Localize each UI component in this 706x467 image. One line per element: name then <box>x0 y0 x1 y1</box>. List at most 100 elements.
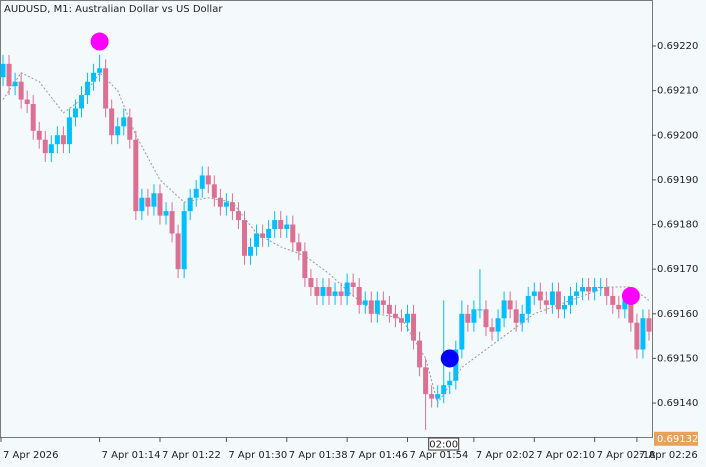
candle-body <box>549 291 555 305</box>
candle-body <box>417 340 423 368</box>
candle-body <box>91 72 97 82</box>
candle-body <box>42 139 48 154</box>
x-tick-label: 7 Apr 01:30 <box>228 450 287 461</box>
candle-body <box>447 380 453 386</box>
candle-body <box>48 144 54 154</box>
x-tick-label: 7 Apr 01:46 <box>349 450 408 461</box>
candle-body <box>36 130 42 140</box>
candle-body <box>465 313 471 323</box>
candle-body <box>519 313 525 323</box>
candle-body <box>181 211 187 270</box>
candle-body <box>411 313 417 341</box>
y-tick-label: 0.69180 <box>657 220 698 231</box>
candle-body <box>308 278 314 288</box>
candle-body <box>561 304 567 310</box>
candle-body <box>235 211 241 221</box>
candle-body <box>441 385 447 395</box>
candle-body <box>60 135 66 145</box>
candle-body <box>471 309 477 323</box>
candle-body <box>97 68 103 73</box>
candle-body <box>127 117 133 140</box>
candle-body <box>278 220 284 229</box>
candle-body <box>320 287 326 296</box>
candle-body <box>163 211 169 216</box>
candle-body <box>525 295 531 314</box>
candle-body <box>586 287 592 292</box>
candle-body <box>139 197 145 212</box>
candle-body <box>302 251 308 279</box>
candle-body <box>350 282 356 288</box>
candle-body <box>290 224 296 243</box>
plot-frame <box>0 0 653 438</box>
candle-body <box>398 318 404 323</box>
candle-body <box>254 233 260 247</box>
candle-body <box>429 394 435 399</box>
candle-body <box>386 304 392 314</box>
x-tick-label: 7 Apr 01:14 <box>102 450 161 461</box>
candle-body <box>157 193 163 216</box>
x-tick-label: 7 Apr 01:38 <box>289 450 348 461</box>
candle-body <box>284 224 290 229</box>
candle-body <box>54 135 60 145</box>
candle-body <box>79 95 84 109</box>
candle-body <box>501 300 507 319</box>
candle-body <box>175 233 181 270</box>
candle-body <box>374 300 380 314</box>
candle-body <box>12 81 18 87</box>
candle-body <box>151 193 157 207</box>
candle-body <box>513 309 519 323</box>
last-price-label: 0.69132 <box>657 434 698 445</box>
x-tick-label: 7 Apr 2026 <box>3 450 58 461</box>
candle-body <box>326 287 332 296</box>
candle-body <box>85 81 91 96</box>
candle-body <box>229 202 235 212</box>
candle-body <box>115 126 121 136</box>
candle-body <box>380 300 386 305</box>
last-price-box <box>654 431 698 446</box>
candle-body <box>598 287 604 289</box>
chart-title: AUDUSD, M1: Australian Dollar vs US Doll… <box>4 4 223 15</box>
cursor-label: 02:00 <box>429 440 458 451</box>
candle-body <box>109 108 115 136</box>
y-tick-label: 0.69150 <box>657 353 698 364</box>
candle-body <box>634 322 640 350</box>
candle-body <box>646 318 652 332</box>
candle-body <box>121 117 127 127</box>
candle-body <box>338 291 344 296</box>
candle-body <box>368 300 374 314</box>
candle-body <box>169 211 175 234</box>
candle-body <box>314 287 320 296</box>
signal-dot <box>90 32 109 51</box>
candle-body <box>622 300 628 310</box>
candle-body <box>495 318 501 332</box>
y-tick-label: 0.69140 <box>657 398 698 409</box>
candle-body <box>362 300 368 305</box>
signal-dot <box>440 349 459 368</box>
candle-body <box>223 202 229 207</box>
candle-body <box>604 287 610 296</box>
candle-body <box>640 318 646 350</box>
candle-body <box>483 309 489 328</box>
candle-body <box>507 300 513 310</box>
candle-body <box>531 291 537 296</box>
candle-body <box>66 117 72 145</box>
candle-body <box>272 220 278 229</box>
candle-body <box>555 291 561 310</box>
candle-body <box>18 81 24 100</box>
candle-body <box>6 63 12 87</box>
candle-body <box>392 313 398 319</box>
candle-body <box>628 300 634 323</box>
x-tick-label: 7 Apr 02:02 <box>476 450 535 461</box>
candle-body <box>537 291 543 301</box>
candle-body <box>242 220 247 256</box>
candle-body <box>459 313 465 350</box>
candle-body <box>0 63 6 78</box>
candle-body <box>248 246 254 256</box>
candle-body <box>187 197 193 212</box>
candle-body <box>193 188 199 198</box>
candle-body <box>72 108 78 118</box>
moving-average <box>2 71 650 405</box>
candle-body <box>543 300 549 305</box>
candle-body <box>423 367 429 395</box>
candle-body <box>211 184 217 198</box>
